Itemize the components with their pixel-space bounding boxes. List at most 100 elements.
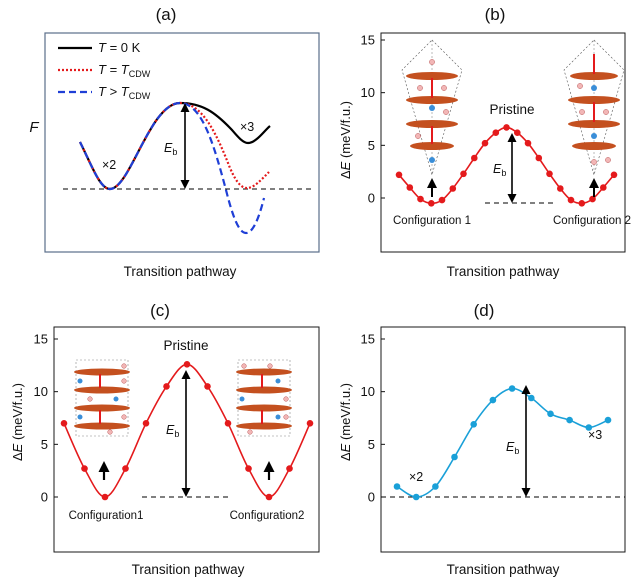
panel-d-eb-arrowhead-down [521,488,531,497]
panel-b-pristine-label: Pristine [489,102,534,117]
panel-b-eb-arrowhead-down [507,194,517,203]
panel-c-eb-label: Eb [166,423,179,439]
panel-b-frame [380,32,626,253]
series-line [396,387,609,498]
panel-d-ylabel: ΔE (meV/f.u.) [338,383,353,461]
data-point [547,410,554,418]
y-tick-label: 15 [361,33,375,48]
data-point [395,171,403,179]
data-point [245,465,252,472]
panel-b: (b) ΔE (meV/f.u.) Transition pathway 0 5 1… [338,5,631,279]
data-point [393,483,401,490]
data-point [546,170,553,178]
data-point [142,420,150,427]
panel-d-series [393,385,612,501]
data-point [306,420,314,427]
y-tick-label: 5 [368,138,375,153]
panel-b-crystal-left [401,39,463,177]
panel-c-series [60,361,314,501]
data-point [460,170,467,178]
panel-a-eb-arrowhead-down [180,180,190,189]
panel-b-eb-arrowhead-up [507,133,517,142]
data-point [471,154,478,162]
panel-a-x2-label: ×2 [102,158,116,172]
panel-a-xlabel: Transition pathway [124,264,237,279]
panel-b-ylabel: ΔE (meV/f.u.) [338,101,353,179]
data-point [286,465,293,472]
series-tgt-curve [79,101,266,235]
panel-c-y-ticks: 0 5 10 15 [34,332,58,505]
data-point [503,124,510,131]
data-point [438,196,446,204]
data-point [183,361,191,368]
panel-b-config1-label: Configuration 1 [393,215,471,227]
data-point [492,129,500,136]
panel-b-y-ticks: 0 5 10 15 [361,33,385,206]
panel-a-x3-label: ×3 [240,120,254,134]
data-point [524,139,532,147]
data-point [428,200,435,207]
data-point [528,394,535,402]
y-tick-label: 10 [34,384,48,399]
panel-a: (a) F Transition pathway T = 0 K T = TCD… [29,5,320,279]
panel-c-eb-arrowhead-up [181,370,191,379]
panel-c-crystal-right [236,359,292,437]
y-tick-label: 0 [368,191,375,206]
data-point [508,385,516,392]
data-point [557,185,564,192]
panel-c-frame [53,326,320,553]
data-point [470,421,478,428]
data-point [604,416,612,424]
panel-d-x3-label: ×3 [588,428,602,442]
panel-c-xlabel: Transition pathway [132,562,245,577]
data-point [589,195,596,203]
y-tick-label: 15 [361,332,375,347]
data-point [122,465,129,472]
panel-b-arrowhead-right [589,178,599,188]
data-point [585,424,593,431]
panel-d-eb-label: Eb [506,440,519,456]
panel-d-x2-label: ×2 [409,470,423,484]
data-point [566,416,573,424]
y-tick-label: 5 [41,437,48,452]
panel-b-xlabel: Transition pathway [447,264,560,279]
data-point [514,129,521,136]
data-point [224,420,232,427]
data-point [567,196,575,204]
data-point [204,383,211,390]
panel-c-pristine-label: Pristine [163,338,208,353]
data-point [600,184,607,191]
panel-d-xlabel: Transition pathway [447,562,560,577]
panel-c-config2-label: Configuration2 [230,510,305,522]
panel-a-frame [44,32,320,253]
data-point [451,453,458,461]
panel-d-frame [380,326,626,553]
y-tick-label: 10 [361,85,375,100]
y-tick-label: 5 [368,437,375,452]
data-point [578,200,586,207]
panel-c-eb-arrowhead-down [181,488,191,497]
panel-b-crystal-right [563,39,625,177]
data-point [489,396,497,404]
data-point [417,195,424,203]
panel-c-crystal-left [74,359,130,437]
data-point [60,420,68,427]
panel-d: (d) ΔE (meV/f.u.) Transition pathway 0 5 1… [338,301,626,577]
panel-b-arrowhead-left [427,178,437,188]
panel-c-arrowhead-left [98,461,110,472]
data-point [481,139,489,147]
panel-c-config1-label: Configuration1 [69,510,144,522]
panel-d-eb-arrowhead-up [521,385,531,394]
y-tick-label: 0 [41,490,48,505]
panel-c-ylabel: ΔE (meV/f.u.) [10,383,25,461]
panel-b-label: (b) [485,5,506,24]
panel-c-arrowhead-right [263,461,275,472]
y-tick-label: 10 [361,384,375,399]
panel-a-ylabel: F [29,119,39,136]
data-point [449,185,457,192]
data-point [412,493,420,501]
panel-b-config2-label: Configuration 2 [553,215,631,227]
data-point [535,154,543,162]
data-point [265,493,273,501]
panel-a-eb-label: Eb [164,141,177,157]
